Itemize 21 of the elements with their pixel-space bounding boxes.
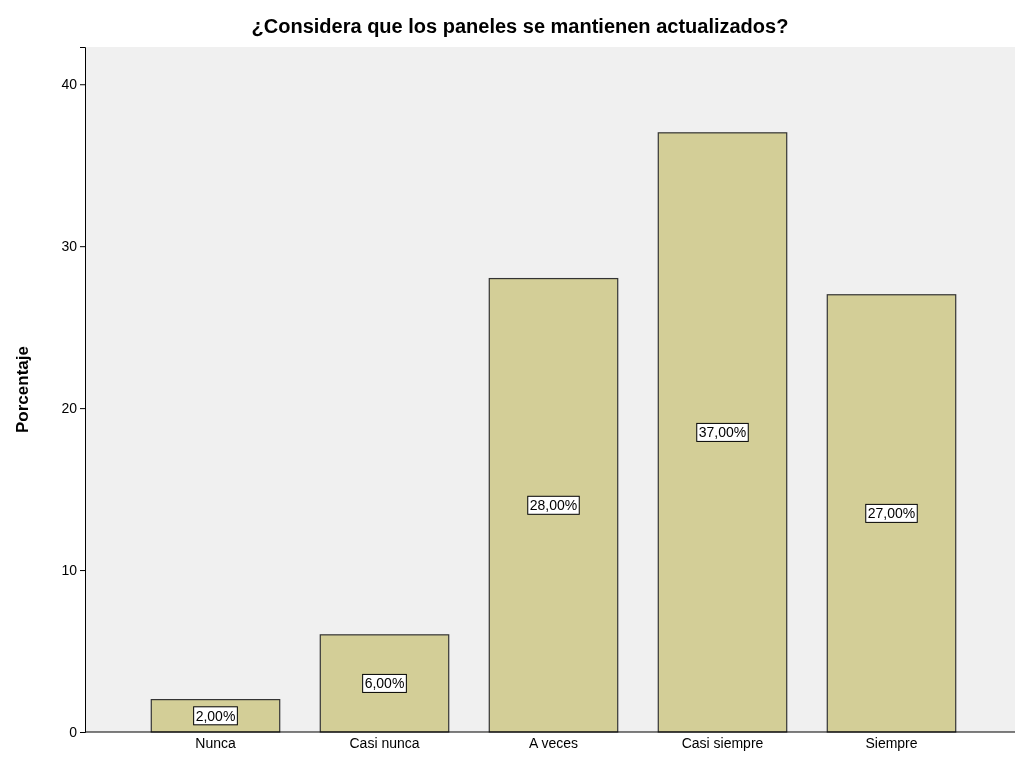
data-label: 6,00% [364, 675, 405, 692]
bar [826, 294, 957, 733]
chart-title: ¿Considera que los paneles se mantienen actualizados? [251, 15, 789, 37]
data-label: 27,00% [867, 505, 916, 522]
y-tick-label: 40 [61, 76, 78, 93]
y-tick-label: 20 [61, 400, 78, 417]
data-label: 28,00% [529, 497, 578, 514]
y-axis-title: Porcentaje [13, 346, 32, 433]
x-tick-label: Casi siempre [681, 734, 764, 751]
y-tick-label: 0 [69, 723, 78, 740]
data-label: 2,00% [195, 707, 236, 724]
bar [657, 132, 788, 733]
x-tick-label: Nunca [195, 734, 236, 751]
x-tick-label: Casi nunca [349, 734, 420, 751]
x-tick-label: A veces [528, 734, 579, 751]
y-tick-label: 10 [61, 562, 78, 579]
bar [488, 277, 619, 733]
y-tick-label: 30 [61, 238, 78, 255]
data-label: 37,00% [698, 424, 747, 441]
x-tick-label: Siempre [865, 734, 918, 751]
bar [319, 634, 450, 733]
